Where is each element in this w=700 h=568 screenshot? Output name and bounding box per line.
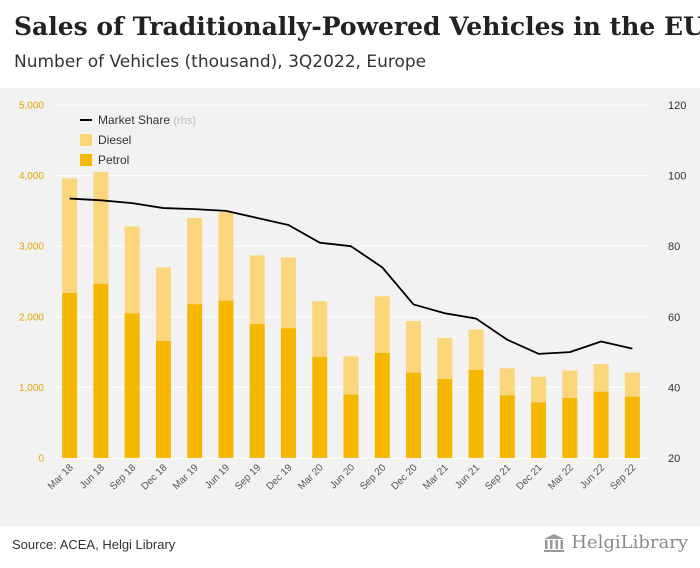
y-right-tick-label: 20 [668,453,680,465]
x-tick-label: Sep 20 [358,462,388,492]
logo-text: HelgiLibrary [571,532,688,553]
x-tick-label: Dec 20 [389,462,419,492]
x-tick-label: Dec 21 [515,462,545,492]
bar-diesel [343,356,359,395]
x-tick-label: Dec 19 [264,462,294,492]
bar-petrol [437,378,453,458]
bar-petrol [312,357,328,458]
bar-diesel [249,255,265,324]
x-tick-label: Mar 18 [46,462,76,492]
bar-petrol [124,313,140,458]
legend-marker-petrol [80,154,92,166]
bar-diesel [468,329,484,370]
y-left-tick-label: 1,000 [19,383,44,394]
bar-diesel [406,321,422,373]
bar-diesel [374,296,390,353]
legend-label-market-share: Market Share (rhs) [98,113,196,127]
helgi-library-logo: HelgiLibrary [543,532,688,553]
bar-petrol [155,340,171,458]
bar-diesel [280,257,296,329]
x-tick-label: Sep 18 [108,462,138,492]
y-right-tick-label: 40 [668,382,680,394]
y-right-tick-label: 120 [668,100,686,112]
bar-petrol [374,352,390,458]
chart-header: Sales of Traditionally-Powered Vehicles … [0,0,700,88]
bar-diesel [499,368,515,396]
bar-diesel [155,267,171,341]
x-tick-label: Sep 22 [608,462,638,492]
y-left-tick-label: 3,000 [19,242,44,253]
chart-plot: 0 1,000 2,000 3,000 4,000 5,000 20 40 60 80 100 120… [19,100,686,493]
x-tick-label: Mar 21 [421,462,451,492]
source-note: Source: ACEA, Helgi Library [12,537,176,552]
bar-diesel [593,364,609,392]
bar-petrol [62,292,78,458]
legend-rhs-note: (rhs) [173,115,196,127]
legend-label-petrol: Petrol [98,153,129,167]
y-left-tick-label: 5,000 [19,101,44,112]
bar-diesel [124,226,140,314]
bar-petrol [187,304,203,458]
library-building-icon [544,533,565,552]
x-tick-label: Jun 22 [578,462,607,491]
y-right-tick-label: 80 [668,241,680,253]
x-tick-label: Mar 19 [171,462,201,492]
x-tick-label: Mar 22 [546,462,576,492]
y-left-tick-label: 0 [38,454,44,465]
x-tick-label: Jun 21 [453,462,482,491]
bar-petrol [249,323,265,458]
market-share-line [69,197,633,355]
x-tick-label: Sep 21 [483,462,513,492]
y-right-tick-label: 100 [668,171,686,183]
x-tick-label: Jun 19 [203,462,232,491]
x-tick-label: Jun 20 [328,462,357,491]
bar-diesel [624,372,640,397]
x-tick-label: Jun 18 [78,462,107,491]
y-left-tick-label: 2,000 [19,312,44,323]
bar-petrol [499,395,515,458]
bar-diesel [93,172,109,284]
x-tick-label: Sep 19 [233,462,263,492]
x-tick-label: Mar 20 [296,462,326,492]
bar-diesel [531,376,547,403]
x-tick-label: Dec 18 [139,462,169,492]
bar-diesel [62,178,78,293]
bar-petrol [468,369,484,458]
legend-label-diesel: Diesel [98,133,131,147]
bar-petrol [343,394,359,458]
bar-diesel [562,370,578,398]
chart-subtitle: Number of Vehicles (thousand), 3Q2022, E… [14,52,427,72]
bar-diesel [437,337,453,379]
bar-petrol [624,396,640,458]
bar-petrol [406,372,422,458]
bar-petrol [218,300,234,458]
bar-diesel [187,217,203,305]
bar-petrol [593,391,609,458]
bar-petrol [280,328,296,458]
y-right-tick-label: 60 [668,312,680,324]
bar-diesel [312,301,328,358]
legend-marker-diesel [80,134,92,146]
chart-footer: Source: ACEA, Helgi Library HelgiLibrary [0,526,700,568]
bar-petrol [531,402,547,458]
bar-petrol [93,283,109,458]
y-left-tick-label: 4,000 [19,171,44,182]
bar-diesel [218,212,234,301]
chart-title: Sales of Traditionally-Powered Vehicles … [14,12,700,41]
bar-petrol [562,397,578,458]
